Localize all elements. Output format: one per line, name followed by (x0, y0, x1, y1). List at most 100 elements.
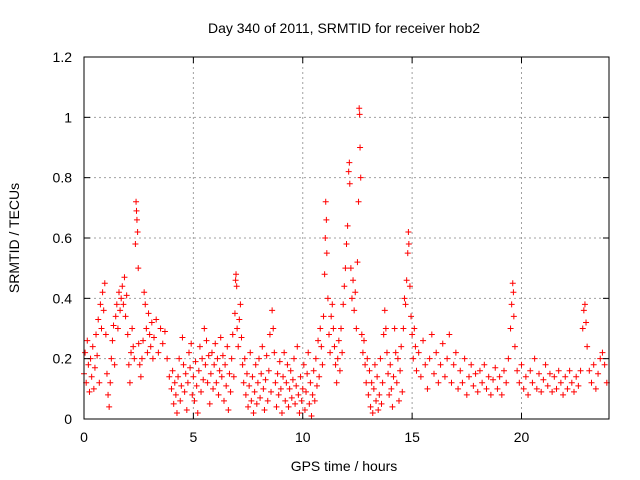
data-point (300, 361, 307, 368)
data-point (455, 385, 462, 392)
data-point (264, 397, 271, 404)
data-point (257, 394, 264, 401)
data-point (404, 250, 411, 257)
data-point (204, 379, 211, 386)
data-point (157, 325, 164, 332)
data-point (365, 391, 372, 398)
data-point (151, 334, 157, 341)
data-point (382, 325, 389, 332)
data-point (439, 340, 446, 347)
data-point (175, 373, 182, 380)
data-point (173, 409, 180, 416)
data-point (239, 361, 246, 368)
data-point (260, 385, 267, 392)
data-point (347, 265, 354, 272)
x-tick-label: 5 (189, 429, 197, 445)
data-point (133, 207, 140, 214)
data-point (322, 198, 329, 205)
data-point (326, 331, 332, 338)
data-point (123, 292, 130, 299)
data-point (389, 403, 396, 410)
data-point (94, 352, 101, 359)
data-point (107, 379, 114, 386)
data-point (315, 337, 322, 344)
data-point (135, 265, 142, 272)
data-point (226, 370, 233, 377)
data-point (251, 388, 258, 395)
data-point (370, 385, 377, 392)
data-point (509, 280, 516, 287)
data-point (243, 370, 250, 377)
data-point (125, 361, 132, 368)
data-point (281, 349, 288, 356)
data-point (542, 361, 549, 368)
data-point (113, 301, 120, 308)
data-point (198, 388, 205, 395)
data-point (328, 313, 335, 320)
data-point (330, 325, 337, 332)
data-point (258, 370, 265, 377)
data-point (285, 403, 292, 410)
data-point (119, 283, 126, 290)
data-point (208, 349, 215, 356)
data-point (398, 343, 405, 350)
data-point (424, 385, 431, 392)
data-point (377, 355, 384, 362)
data-point (581, 301, 588, 308)
data-point (91, 364, 98, 371)
data-point (141, 289, 148, 296)
data-point (114, 325, 121, 332)
data-point (120, 301, 127, 308)
data-point (354, 259, 361, 266)
data-point (583, 319, 590, 326)
data-point (213, 379, 220, 386)
data-point (514, 367, 521, 374)
data-point (133, 198, 140, 205)
data-point (196, 343, 203, 350)
data-point (399, 388, 406, 395)
data-point (278, 409, 285, 416)
data-point (124, 331, 131, 338)
data-point (375, 406, 382, 413)
data-point (199, 355, 206, 362)
data-point (246, 382, 253, 389)
data-point (306, 400, 313, 407)
data-point (358, 331, 365, 338)
data-point (520, 385, 527, 392)
y-tick-label: 0.6 (53, 230, 73, 246)
data-point (341, 283, 348, 290)
data-point (538, 388, 545, 395)
data-point (89, 343, 96, 350)
data-point (187, 364, 194, 371)
data-point (231, 310, 238, 317)
data-point (446, 331, 453, 338)
data-point (301, 406, 308, 413)
data-point (518, 361, 525, 368)
data-point (562, 373, 569, 380)
data-point (557, 379, 564, 386)
data-point (394, 355, 401, 362)
data-point (396, 397, 402, 404)
data-point (459, 379, 466, 386)
data-point (356, 105, 363, 112)
data-point (335, 337, 342, 344)
data-point (205, 352, 212, 359)
data-point (284, 361, 291, 368)
y-tick-label: 1 (64, 109, 72, 125)
data-point (170, 400, 177, 407)
data-point (234, 325, 241, 332)
data-point (386, 391, 393, 398)
data-point (100, 307, 107, 314)
data-point (426, 355, 433, 362)
data-point (364, 355, 371, 362)
data-point (352, 289, 359, 296)
data-point (276, 358, 283, 365)
data-point (371, 361, 378, 368)
data-point (211, 361, 218, 368)
data-point (88, 373, 95, 380)
data-point (577, 367, 584, 374)
data-point (233, 283, 240, 290)
data-point (359, 349, 366, 356)
data-point (553, 385, 560, 392)
data-point (397, 367, 404, 374)
